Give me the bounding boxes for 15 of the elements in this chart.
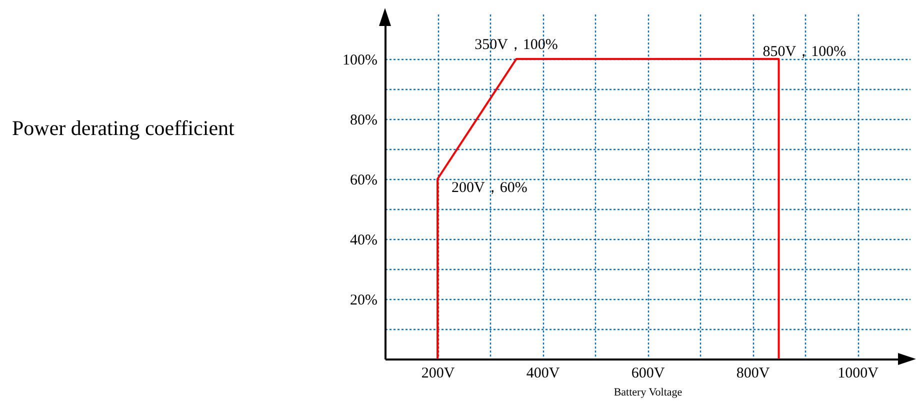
x-tick-label: 400V [526, 366, 560, 382]
x-axis-title: Battery Voltage [614, 386, 682, 398]
y-tick-label: 80% [350, 112, 378, 128]
x-tick-label: 800V [736, 366, 770, 382]
x-tick-label: 200V [421, 366, 455, 382]
x-tick-label: 600V [631, 366, 665, 382]
x-tick-label: 1000V [838, 366, 879, 382]
y-tick-label: 20% [350, 292, 378, 308]
y-tick-label: 40% [350, 232, 378, 248]
y-tick-label: 60% [350, 172, 378, 188]
annotation: 850V，100% [762, 44, 846, 60]
annotation: 350V，100% [474, 37, 558, 53]
annotation: 200V，60% [452, 180, 528, 196]
y-tick-label: 100% [342, 52, 378, 68]
text: Power derating coefficient [12, 116, 234, 141]
